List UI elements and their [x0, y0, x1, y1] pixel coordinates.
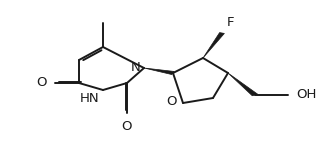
Text: F: F: [227, 16, 234, 29]
Text: HN: HN: [80, 92, 100, 105]
Text: OH: OH: [296, 88, 316, 102]
Text: O: O: [122, 120, 132, 134]
Text: N: N: [131, 61, 141, 74]
Text: O: O: [37, 76, 47, 90]
Polygon shape: [144, 68, 174, 75]
Text: O: O: [166, 95, 177, 108]
Polygon shape: [203, 33, 224, 58]
Polygon shape: [228, 73, 258, 96]
